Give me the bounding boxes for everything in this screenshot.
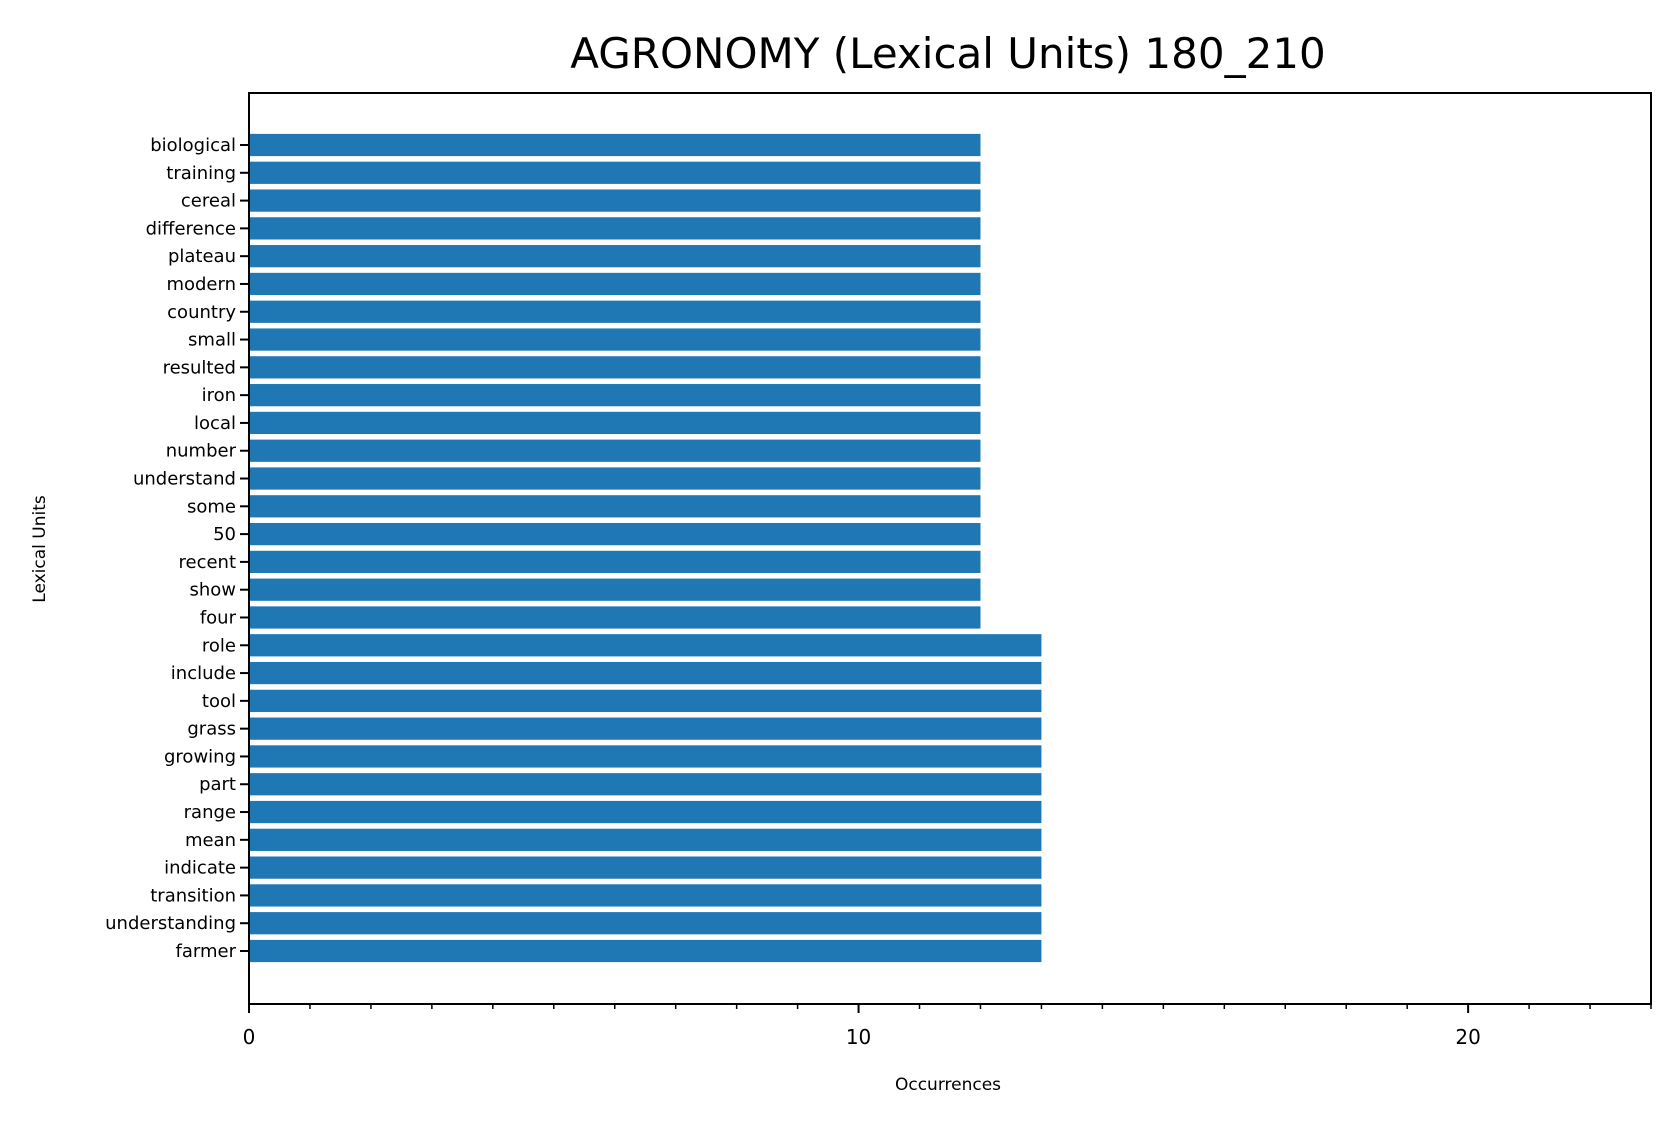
bar (249, 439, 981, 462)
y-tick-label: mean (185, 830, 236, 851)
y-tick-label: local (194, 413, 236, 434)
bar (249, 745, 1042, 768)
bar (249, 495, 981, 518)
bars-layer (249, 133, 1042, 963)
y-tick-label: show (189, 580, 236, 601)
y-tick-label: some (187, 496, 236, 517)
y-tick-label: recent (178, 552, 236, 573)
y-tick-label: plateau (168, 246, 236, 267)
bar (249, 856, 1042, 879)
y-axis: biological training cereal difference platea… (105, 135, 249, 962)
y-tick-label: understanding (105, 913, 236, 934)
y-tick-label: four (200, 607, 237, 628)
y-tick-label: 50 (213, 524, 236, 545)
bar (249, 522, 981, 546)
y-tick-label: difference (146, 218, 236, 239)
bar (249, 189, 981, 212)
bar (249, 689, 1042, 712)
y-axis-label: Lexical Units (30, 495, 50, 603)
y-tick-label: biological (150, 135, 236, 156)
bar (249, 411, 981, 435)
bar (249, 272, 981, 296)
y-tick-label: training (166, 163, 236, 184)
y-tick-label: modern (166, 274, 236, 295)
bar (249, 384, 981, 407)
y-tick-label: understand (133, 469, 236, 490)
bar (249, 606, 981, 629)
bar (249, 661, 1042, 685)
y-tick-label: part (199, 774, 236, 795)
bar (249, 773, 1042, 796)
bar (249, 245, 981, 268)
x-tick-label: 20 (1455, 1025, 1480, 1049)
bar (249, 828, 1042, 851)
bar (249, 217, 981, 240)
y-tick-label: small (188, 330, 236, 351)
x-tick-label: 10 (846, 1025, 871, 1049)
bar (249, 912, 1042, 935)
y-tick-label: range (184, 802, 236, 823)
bar (249, 578, 981, 601)
y-tick-label: number (166, 441, 237, 462)
y-tick-label: iron (202, 385, 236, 406)
y-tick-label: grass (187, 719, 236, 740)
bar (249, 717, 1042, 740)
x-axis-label: Occurrences (895, 1075, 1001, 1095)
y-tick-label: tool (202, 691, 236, 712)
bar (249, 161, 981, 184)
bar (249, 939, 1042, 963)
bar (249, 800, 1042, 824)
bar (249, 884, 1042, 907)
y-tick-label: resulted (163, 357, 236, 378)
y-tick-label: country (167, 302, 236, 323)
bar (249, 467, 981, 490)
y-tick-label: cereal (181, 191, 236, 212)
y-tick-label: role (202, 635, 236, 656)
plot-frame (248, 92, 1652, 1005)
bar (249, 356, 981, 379)
bar (249, 550, 981, 574)
bar (249, 328, 981, 351)
y-tick-label: growing (164, 746, 236, 767)
bar (249, 300, 981, 323)
x-tick-label: 0 (243, 1025, 256, 1049)
bar (249, 634, 1042, 657)
y-tick-label: indicate (164, 858, 236, 879)
y-tick-label: transition (150, 885, 236, 906)
bar (249, 133, 981, 157)
y-tick-label: farmer (176, 941, 237, 962)
chart-title: AGRONOMY (Lexical Units) 180_210 (570, 29, 1325, 78)
y-tick-label: include (171, 663, 236, 684)
x-axis: 0 10 20 (243, 1004, 1652, 1049)
